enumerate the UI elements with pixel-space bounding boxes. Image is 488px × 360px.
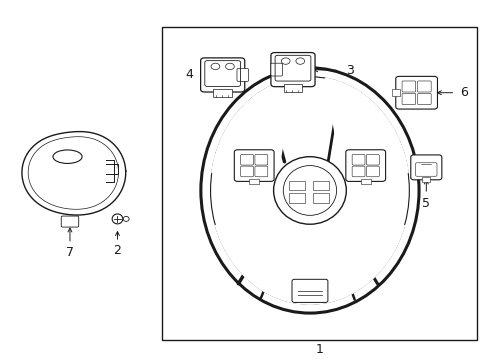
Polygon shape [22,131,125,215]
Polygon shape [211,78,295,177]
Text: 7: 7 [66,246,74,258]
Ellipse shape [201,68,418,313]
FancyBboxPatch shape [395,76,437,109]
Ellipse shape [273,157,346,224]
FancyBboxPatch shape [270,63,282,76]
Bar [249,179,259,184]
Bar [422,177,429,182]
FancyBboxPatch shape [200,58,244,92]
Text: 5: 5 [422,197,429,210]
FancyBboxPatch shape [283,84,302,92]
FancyBboxPatch shape [345,150,385,181]
Text: 1: 1 [315,343,323,356]
Bar [360,179,370,184]
Text: 3: 3 [346,64,353,77]
Text: 6: 6 [459,86,467,99]
Ellipse shape [53,150,82,163]
Ellipse shape [210,77,408,304]
Ellipse shape [123,216,129,221]
FancyBboxPatch shape [270,53,314,87]
Bar [162,27,476,340]
Bar [313,181,328,190]
Text: 2: 2 [113,244,121,257]
Polygon shape [215,211,404,304]
Polygon shape [324,78,407,177]
FancyBboxPatch shape [291,279,327,302]
FancyBboxPatch shape [234,150,273,181]
Bar [313,193,328,203]
Ellipse shape [112,214,122,224]
FancyBboxPatch shape [213,89,231,97]
Bar [288,181,304,190]
FancyBboxPatch shape [410,155,441,180]
Bar [391,89,399,96]
Text: 4: 4 [185,68,193,81]
FancyBboxPatch shape [61,216,79,227]
FancyBboxPatch shape [237,68,248,81]
Bar [288,193,304,203]
Ellipse shape [283,166,336,215]
